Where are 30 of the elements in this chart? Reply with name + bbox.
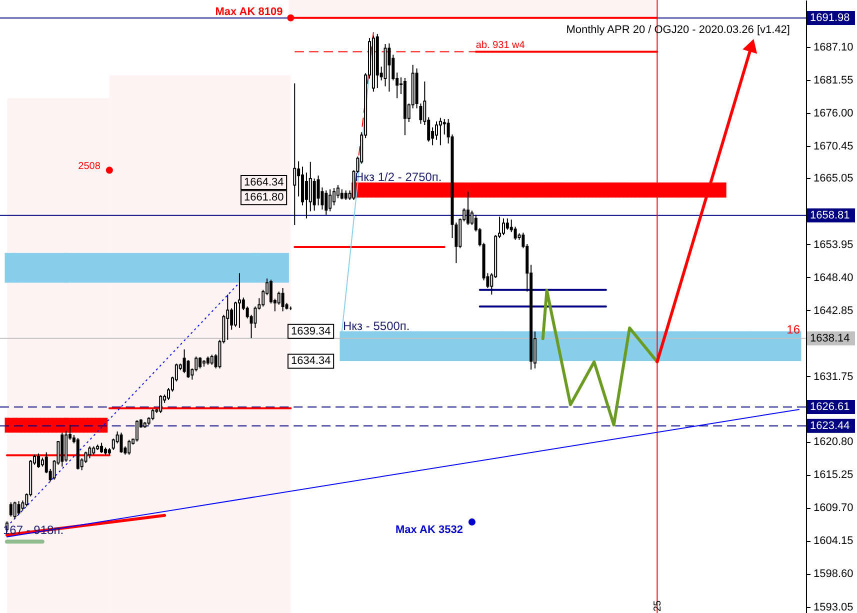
ref-line-label: 1658.81 [810,209,850,222]
series-label: ab. 931 w4 [476,40,526,51]
ref-line-label: 1638.14 [810,332,850,344]
y-tick-label: 1609.70 [814,502,854,514]
annotation: 1661.80 [244,192,284,204]
y-tick-label: 1653.95 [814,238,854,251]
y-tick-label: 1681.55 [814,74,854,87]
ref-line-label: 1691.98 [810,12,850,24]
y-tick-label: 1642.85 [814,304,854,317]
annotation: 1664.34 [244,176,284,188]
ref-line-label: 1623.44 [810,420,850,432]
y-tick-label: 1620.80 [814,436,854,448]
y-tick-label: 1631.75 [814,370,854,383]
y-tick-label: 1676.00 [814,108,854,120]
annotation: 1634.34 [291,355,331,368]
series-label: 2508 [78,161,101,172]
y-tick-label: 1665.05 [814,172,854,185]
y-tick-label: 1615.25 [814,469,854,482]
y-tick-label: 1687.10 [814,42,854,54]
annotation: Нкз - 5500п. [343,319,410,333]
x-tick-label: 25 [652,600,664,612]
series-label: Max AK 3532 [395,524,463,536]
annotation: 1639.34 [291,325,331,338]
y-tick-label: 1648.40 [814,272,854,284]
y-tick-label: 1670.45 [814,140,854,153]
y-tick-label: 1598.60 [814,568,854,580]
y-tick-label: 1604.15 [814,535,854,548]
series-label: Max AK 8109 [215,6,283,18]
ref-line-label: 1626.61 [810,401,850,414]
y-tick-label: 1593.05 [814,601,854,613]
